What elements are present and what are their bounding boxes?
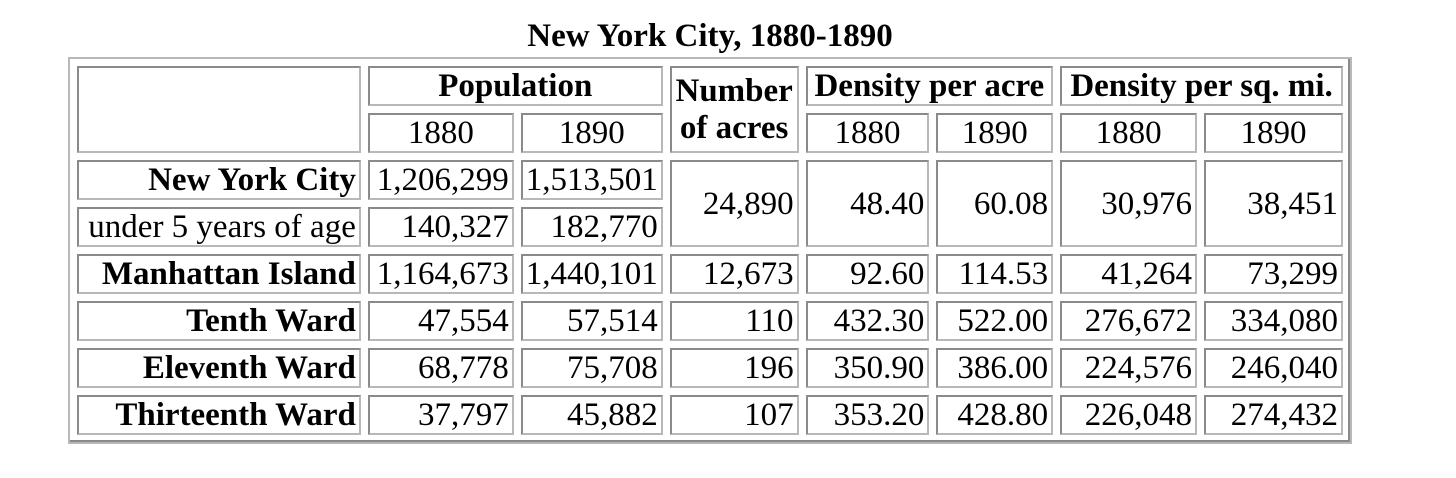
header-population: Population (367, 66, 663, 106)
table-row: Tenth Ward 47,554 57,514 110 432.30 522.… (77, 301, 1343, 341)
population-1880-cell: 47,554 (367, 301, 514, 341)
density-acre-1890-cell: 522.00 (936, 301, 1054, 341)
table-row: Eleventh Ward 68,778 75,708 196 350.90 3… (77, 348, 1343, 388)
population-1890-cell: 75,708 (520, 348, 663, 388)
row-label: Tenth Ward (77, 301, 361, 341)
corner-cell (77, 66, 361, 153)
density-acre-1880-cell: 92.60 (805, 254, 930, 294)
year-header: 1880 (805, 113, 930, 153)
census-table: Population Number of acres Density per a… (68, 57, 1352, 444)
population-1890-cell: 182,770 (520, 207, 663, 247)
table-row: Thirteenth Ward 37,797 45,882 107 353.20… (77, 395, 1343, 435)
population-1890-cell: 45,882 (520, 395, 663, 435)
acres-cell: 107 (669, 395, 799, 435)
population-1880-cell: 1,206,299 (367, 160, 514, 200)
density-sqmi-1890-cell: 73,299 (1204, 254, 1343, 294)
population-1880-cell: 37,797 (367, 395, 514, 435)
acres-cell: 24,890 (669, 160, 799, 247)
row-label: Eleventh Ward (77, 348, 361, 388)
density-sqmi-1880-cell: 30,976 (1060, 160, 1198, 247)
density-acre-1890-cell: 428.80 (936, 395, 1054, 435)
table-caption: New York City, 1880-1890 (527, 18, 893, 54)
table-row: New York City 1,206,299 1,513,501 24,890… (77, 160, 1343, 247)
year-header: 1880 (367, 113, 514, 153)
row-label: under 5 years of age (77, 207, 361, 247)
density-acre-1890-cell: 114.53 (936, 254, 1054, 294)
acres-cell: 110 (669, 301, 799, 341)
population-1890-cell: 1,513,501 (520, 160, 663, 200)
year-header: 1890 (520, 113, 663, 153)
table-row: under 5 years of age 140,327 182,770 (77, 207, 1343, 247)
density-acre-1890-cell: 60.08 (936, 160, 1054, 247)
year-header: 1880 (1060, 113, 1198, 153)
density-sqmi-1890-cell: 274,432 (1204, 395, 1343, 435)
year-header: 1890 (1204, 113, 1343, 153)
density-sqmi-1880-cell: 41,264 (1060, 254, 1198, 294)
density-sqmi-1890-cell: 246,040 (1204, 348, 1343, 388)
header-number-of-acres: Number of acres (669, 66, 799, 153)
acres-cell: 196 (669, 348, 799, 388)
density-acre-1880-cell: 432.30 (805, 301, 930, 341)
header-row-2: 1880 1890 1880 1890 1880 1890 (77, 113, 1343, 153)
header-density-per-acre: Density per acre (805, 66, 1054, 106)
population-1880-cell: 68,778 (367, 348, 514, 388)
density-sqmi-1880-cell: 226,048 (1060, 395, 1198, 435)
density-acre-1880-cell: 353.20 (805, 395, 930, 435)
acres-cell: 12,673 (669, 254, 799, 294)
density-sqmi-1890-cell: 38,451 (1204, 160, 1343, 247)
density-sqmi-1890-cell: 334,080 (1204, 301, 1343, 341)
row-label: Manhattan Island (77, 254, 361, 294)
density-sqmi-1880-cell: 224,576 (1060, 348, 1198, 388)
density-acre-1890-cell: 386.00 (936, 348, 1054, 388)
population-1880-cell: 140,327 (367, 207, 514, 247)
row-label: Thirteenth Ward (77, 395, 361, 435)
row-label: New York City (77, 160, 361, 200)
header-row-1: Population Number of acres Density per a… (77, 66, 1343, 153)
table-row: Manhattan Island 1,164,673 1,440,101 12,… (77, 254, 1343, 294)
density-acre-1880-cell: 48.40 (805, 160, 930, 247)
year-header: 1890 (936, 113, 1054, 153)
header-density-per-sq-mi: Density per sq. mi. (1060, 66, 1343, 106)
population-1890-cell: 1,440,101 (520, 254, 663, 294)
population-1890-cell: 57,514 (520, 301, 663, 341)
density-sqmi-1880-cell: 276,672 (1060, 301, 1198, 341)
population-1880-cell: 1,164,673 (367, 254, 514, 294)
density-acre-1880-cell: 350.90 (805, 348, 930, 388)
